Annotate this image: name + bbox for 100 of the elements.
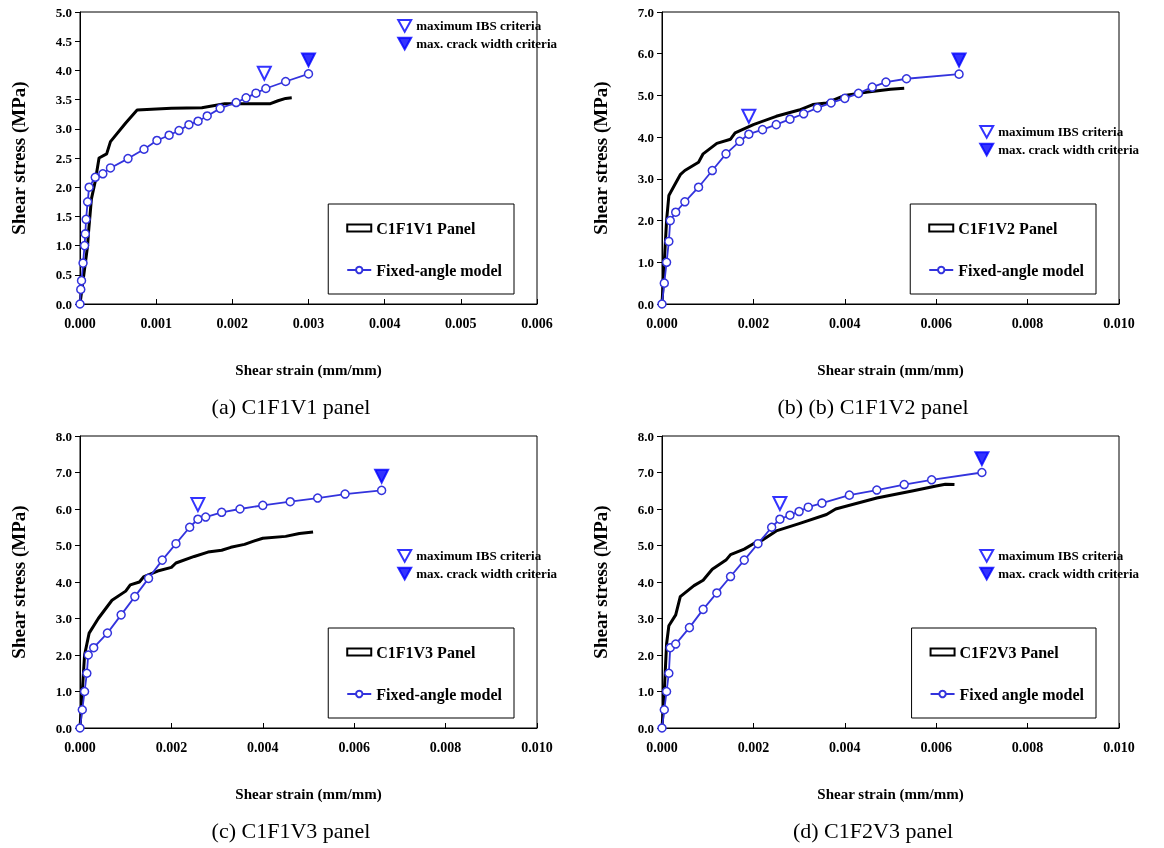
point	[772, 496, 788, 512]
y-tick-label: 1.0	[55, 684, 72, 699]
point	[184, 119, 194, 130]
x-tick-label: 0.002	[737, 315, 770, 331]
point	[193, 116, 203, 126]
x-tick-label: 0.004	[829, 315, 861, 331]
x-tick-label: 0.010	[1103, 739, 1135, 755]
point	[303, 69, 314, 79]
y-tick-label: 5.0	[637, 87, 654, 103]
x-tick-label: 0.006	[338, 739, 370, 755]
text: (c) C1F1V3 panel	[211, 817, 371, 843]
legend-label: Fixed angle model	[959, 685, 1085, 704]
y-tick-label: 1.0	[637, 254, 654, 270]
point	[116, 610, 126, 620]
y-tick-label: 8.0	[637, 428, 654, 444]
x-tick-label: 0.000	[64, 739, 96, 755]
point	[664, 236, 674, 247]
y-tick-label: 4.0	[55, 574, 72, 590]
point	[721, 149, 731, 159]
point	[285, 496, 295, 507]
y-tick-label: 3.0	[637, 611, 654, 626]
y-tick-label: 1.0	[55, 238, 72, 254]
point	[261, 83, 271, 94]
point	[152, 135, 162, 146]
point	[80, 229, 91, 239]
y-tick-label: 2.5	[55, 150, 73, 166]
point	[83, 650, 93, 660]
x-tick-label: 0.000	[646, 315, 678, 331]
point	[78, 258, 88, 268]
point	[753, 538, 763, 549]
point	[216, 507, 227, 518]
point	[826, 98, 836, 108]
legend-label: maximum IBS criteria	[416, 548, 542, 564]
point	[123, 153, 133, 164]
y-tick-label: 0.0	[637, 720, 654, 736]
point	[757, 124, 768, 135]
point	[659, 705, 670, 715]
x-tick-label: 0.000	[64, 315, 96, 331]
legend-label: Fixed-angle model	[376, 685, 503, 704]
y-axis-title: Shear stress (MPa)	[590, 81, 612, 235]
point	[171, 538, 181, 549]
x-tick-label: 0.004	[247, 739, 279, 755]
legend-label: max. crack width criteria	[416, 566, 558, 582]
x-tick-label: 0.002	[737, 739, 770, 755]
point	[817, 498, 827, 508]
legend-label: C1F2V3 Panel	[959, 643, 1060, 661]
point	[301, 52, 316, 68]
point	[657, 299, 667, 309]
point	[75, 723, 85, 733]
y-tick-label: 6.0	[637, 46, 654, 62]
point	[725, 571, 736, 582]
point	[376, 485, 387, 496]
y-tick-label: 4.0	[55, 62, 72, 78]
y-tick-label: 4.5	[55, 33, 73, 49]
y-tick-label: 1.5	[55, 208, 73, 224]
y-tick-label: 4.0	[637, 129, 654, 145]
point	[77, 705, 88, 715]
x-tick-label: 0.002	[155, 739, 188, 755]
x-tick-label: 0.006	[920, 315, 952, 331]
y-axis-title: Shear stress (MPa)	[8, 81, 30, 235]
point	[81, 214, 91, 225]
legend-label: max. crack width criteria	[998, 142, 1140, 158]
point	[79, 686, 90, 697]
text: (b) (b) C1F1V2 panel	[777, 393, 969, 419]
point	[670, 639, 681, 649]
point	[235, 504, 245, 514]
y-tick-label: 2.0	[637, 213, 654, 229]
y-tick-label: 1.0	[637, 684, 654, 699]
point	[102, 628, 113, 638]
x-tick-label: 0.002	[216, 315, 249, 331]
y-tick-label: 4.0	[637, 574, 654, 590]
legend-label: max. crack width criteria	[416, 36, 558, 52]
point	[174, 125, 184, 136]
y-tick-label: 5.0	[55, 538, 72, 553]
y-axis-title: Shear stress (MPa)	[590, 505, 612, 659]
point	[130, 591, 140, 602]
legend-label: maximum IBS criteria	[998, 124, 1124, 140]
point	[670, 207, 681, 217]
x-tick-label: 0.010	[1103, 315, 1135, 331]
point	[374, 468, 390, 484]
x-axis-title: Shear strain (mm/mm)	[817, 785, 964, 803]
point	[665, 215, 675, 226]
point	[202, 111, 212, 121]
y-tick-label: 6.0	[637, 501, 654, 517]
point	[659, 278, 670, 288]
text: (d) C1F2V3 panel	[792, 817, 954, 843]
point	[974, 451, 990, 467]
x-tick-label: 0.008	[429, 739, 462, 755]
point	[951, 52, 967, 68]
point	[684, 622, 695, 633]
point	[798, 109, 809, 119]
point	[899, 479, 909, 490]
x-axis-title: Shear strain (mm/mm)	[235, 785, 382, 803]
point	[231, 97, 241, 108]
point	[734, 136, 745, 147]
point	[75, 299, 85, 309]
x-axis-title: Shear strain (mm/mm)	[235, 361, 382, 379]
y-tick-label: 2.0	[55, 647, 72, 663]
point	[256, 65, 272, 81]
point	[241, 93, 251, 103]
